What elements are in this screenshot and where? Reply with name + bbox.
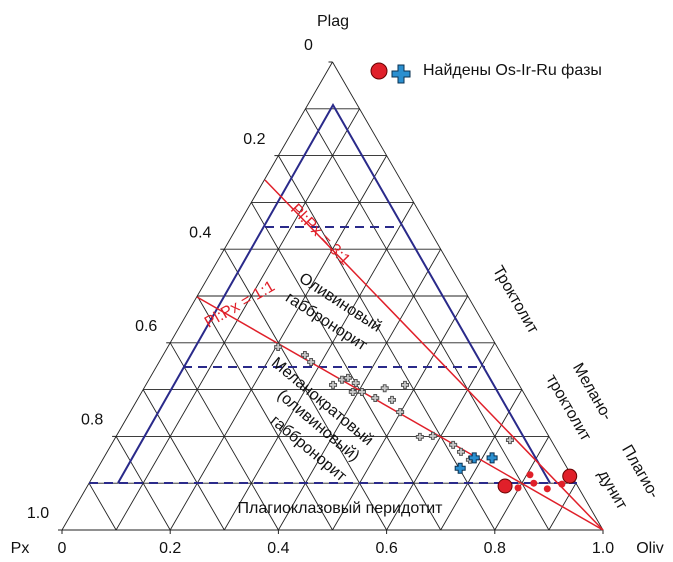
cross-point [456,447,465,456]
field-boundary [117,102,551,484]
circle-point [543,485,551,493]
legend-symbol [370,62,388,80]
legend-label: Найдены Os-Ir-Ru фазы [423,62,602,79]
left-tick-label: 1.0 [27,505,49,522]
apex-label: Oliv [636,540,664,557]
field-label: Плагиоклазовый перидотит [238,500,444,517]
ratio-line [264,179,604,531]
left-tick-label: 0.6 [135,318,157,335]
field-label: дунит [594,467,630,513]
cross-point [396,408,405,417]
grid-line [250,202,442,531]
apex-label: Plag [317,13,349,30]
circle-point [514,484,522,492]
ratio-label: Pl:Px = 1:1 [202,278,278,332]
cross-point [400,380,409,389]
cross-point [415,432,424,441]
bottom-tick-label: 0.2 [159,540,181,557]
grid-line [115,436,171,531]
legend-symbol [391,64,411,84]
bottom-tick-label: 0.4 [267,540,289,557]
cross-point [468,452,480,464]
cross-point [307,357,316,366]
bottom-tick-label: 0 [58,540,67,557]
ratio-label: Pl:Px = 3:1 [287,201,353,269]
grid-line [305,108,550,531]
cross-point [388,395,397,404]
bottom-tick-label: 0.6 [375,540,397,557]
cross-point [454,462,466,474]
circle-point [558,480,566,488]
cross-point [449,440,458,449]
cross-point [348,387,357,396]
circle-point [530,479,538,487]
left-tick-label: 0.8 [81,412,103,429]
cross-point [486,452,498,464]
cross-point [300,350,309,359]
grid-line [332,61,604,531]
circle-point [526,471,534,479]
apex-label: Px [11,540,30,557]
circle-point [497,478,513,494]
cross-point [337,375,346,384]
cross-point [428,431,437,440]
field-label: Троктолит [489,263,542,337]
cross-point [274,343,283,352]
grid-line [142,389,225,531]
grid-line [169,342,279,531]
grid-line [196,295,333,531]
grid-line [88,482,117,531]
cross-point [343,373,352,382]
left-tick-label: 0 [304,37,313,54]
bottom-tick-label: 1.0 [592,540,614,557]
cross-point [329,380,338,389]
cross-point [505,436,514,445]
circle-point [562,468,578,484]
cross-point [371,394,380,403]
left-tick-label: 0.4 [189,224,211,241]
cross-point [357,387,366,396]
grid-line [115,108,360,531]
cross-point [380,384,389,393]
left-tick-label: 0.2 [243,131,265,148]
cross-point [351,379,360,388]
bottom-tick-label: 0.8 [484,540,506,557]
